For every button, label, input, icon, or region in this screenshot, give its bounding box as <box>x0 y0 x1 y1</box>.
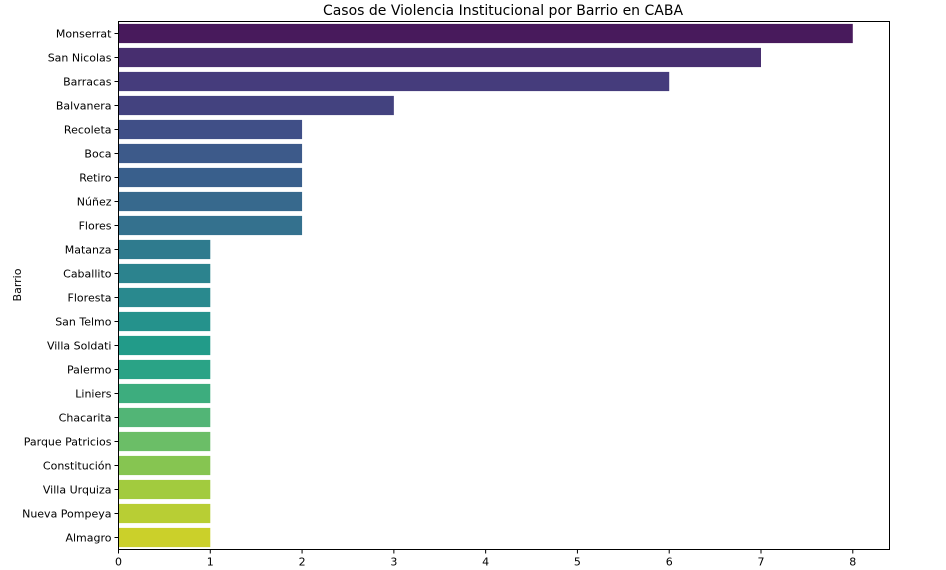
bars-group <box>118 23 853 548</box>
bar <box>118 215 303 236</box>
plot-frame <box>118 21 890 550</box>
y-tick-labels: Monserrat San Nicolas Barracas Balvanera Rec… <box>22 28 119 545</box>
x-tick-label: 4 <box>482 556 489 569</box>
y-tick-label: Balvanera <box>56 100 112 113</box>
y-tick-label: Barracas <box>63 76 112 89</box>
y-tick-label: San Nicolas <box>48 52 112 65</box>
bar <box>118 47 761 68</box>
bar <box>118 263 211 284</box>
y-tick-label: Flores <box>79 220 112 233</box>
y-tick-label: Boca <box>84 148 111 161</box>
bar <box>118 431 211 452</box>
bar <box>118 239 211 260</box>
y-tick-label: Monserrat <box>56 28 112 41</box>
bar <box>118 359 211 380</box>
bar <box>118 503 211 524</box>
y-tick-label: Matanza <box>65 244 112 257</box>
y-tick-label: Caballito <box>63 268 112 281</box>
bar <box>118 455 211 476</box>
y-tick-label: Villa Urquiza <box>43 484 112 497</box>
y-axis-label: Barrio <box>11 268 24 301</box>
y-tick-label: Liniers <box>75 388 112 401</box>
x-tick-label: 1 <box>207 556 214 569</box>
bar <box>118 167 303 188</box>
bar <box>118 407 211 428</box>
x-tick-label: 2 <box>299 556 306 569</box>
chart-title: Casos de Violencia Institucional por Bar… <box>323 3 684 19</box>
y-tick-label: Nueva Pompeya <box>22 508 111 521</box>
y-tick-label: Constitución <box>43 460 112 473</box>
bar <box>118 119 303 140</box>
y-tick-label: Parque Patricios <box>24 436 112 449</box>
y-tick-label: Floresta <box>68 292 112 305</box>
y-tick-label: Retiro <box>79 172 112 185</box>
x-tick-label: 8 <box>849 556 856 569</box>
bar <box>118 95 394 116</box>
y-tick-label: Chacarita <box>59 412 112 425</box>
bar <box>118 527 211 548</box>
x-ticks: 0 1 2 3 4 5 6 7 8 <box>115 549 856 569</box>
bar <box>118 143 303 164</box>
bar <box>118 287 211 308</box>
x-tick-label: 5 <box>574 556 581 569</box>
y-tick-label: Villa Soldati <box>47 340 112 353</box>
x-tick-label: 3 <box>390 556 397 569</box>
y-tick-label: San Telmo <box>55 316 112 329</box>
bar <box>118 191 303 212</box>
x-tick-label: 6 <box>666 556 673 569</box>
bar <box>118 23 853 44</box>
bar <box>118 383 211 404</box>
y-tick-label: Palermo <box>67 364 112 377</box>
bar <box>118 479 211 500</box>
y-tick-label: Recoleta <box>64 124 112 137</box>
y-tick-label: Almagro <box>65 532 111 545</box>
x-tick-label: 7 <box>758 556 765 569</box>
bar <box>118 311 211 332</box>
y-tick-label: Núñez <box>77 196 112 209</box>
bar <box>118 335 211 356</box>
bar <box>118 71 670 92</box>
x-tick-label: 0 <box>115 556 122 569</box>
